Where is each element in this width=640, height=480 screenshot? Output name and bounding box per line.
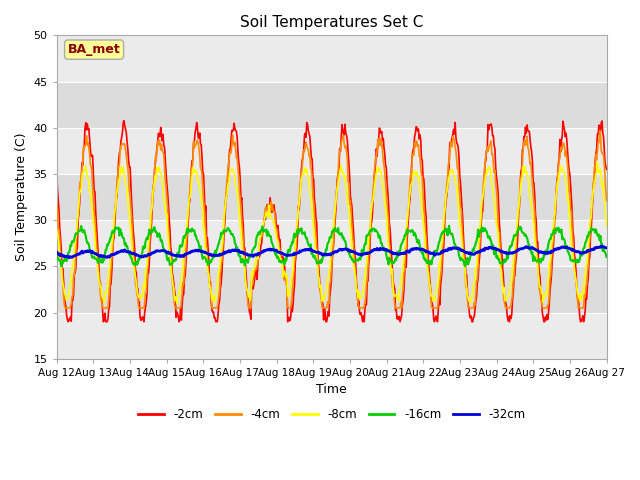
Text: BA_met: BA_met xyxy=(68,43,120,56)
Legend: -2cm, -4cm, -8cm, -16cm, -32cm: -2cm, -4cm, -8cm, -16cm, -32cm xyxy=(133,403,531,426)
Bar xyxy=(57,220,607,266)
Bar xyxy=(57,312,607,359)
Bar xyxy=(57,36,607,82)
X-axis label: Time: Time xyxy=(316,384,347,396)
Y-axis label: Soil Temperature (C): Soil Temperature (C) xyxy=(15,133,28,261)
Bar xyxy=(57,174,607,220)
Bar xyxy=(57,266,607,312)
Bar xyxy=(57,128,607,174)
Title: Soil Temperatures Set C: Soil Temperatures Set C xyxy=(240,15,423,30)
Bar xyxy=(57,82,607,128)
